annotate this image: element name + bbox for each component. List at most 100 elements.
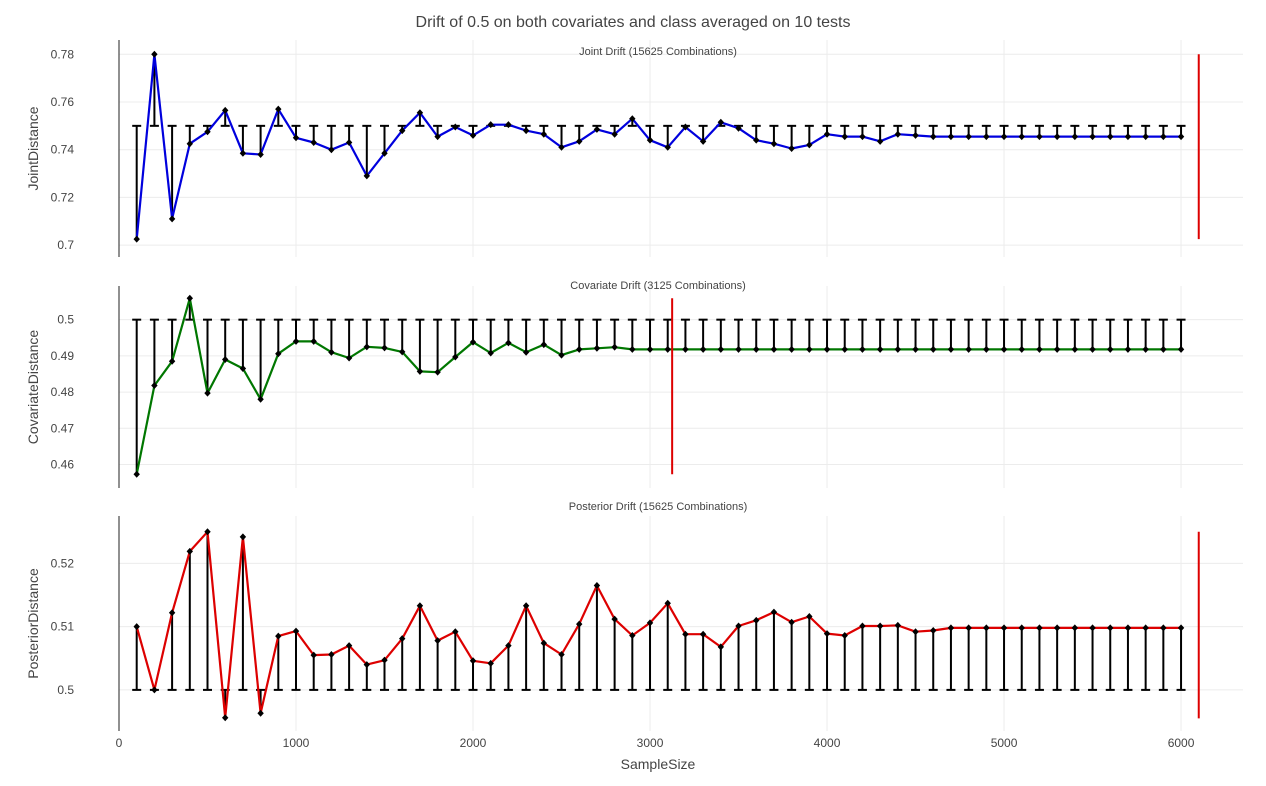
posterior-data-point bbox=[328, 650, 335, 658]
posterior-data-point bbox=[859, 622, 866, 630]
joint-data-point bbox=[876, 137, 884, 145]
joint-data-point bbox=[593, 125, 601, 133]
posterior-data-point bbox=[770, 608, 778, 616]
covariate-y-tick-label: 0.48 bbox=[51, 385, 75, 399]
posterior-data-point bbox=[894, 621, 902, 629]
covariate-data-point bbox=[257, 395, 264, 403]
posterior-data-point bbox=[522, 602, 530, 610]
joint-data-point bbox=[1142, 133, 1149, 141]
joint-data-point bbox=[1107, 133, 1114, 141]
posterior-data-point bbox=[735, 622, 742, 630]
joint-data-point bbox=[222, 106, 229, 114]
joint-data-point bbox=[328, 146, 335, 154]
posterior-data-point bbox=[629, 632, 636, 640]
joint-data-point bbox=[1089, 133, 1096, 141]
covariate-data-point bbox=[1036, 345, 1043, 353]
covariate-data-point bbox=[399, 348, 406, 356]
joint-data-point bbox=[894, 130, 902, 138]
joint-data-point bbox=[434, 133, 441, 141]
covariate-data-point bbox=[1071, 345, 1079, 353]
joint-y-tick-label: 0.74 bbox=[51, 143, 75, 157]
joint-data-point bbox=[823, 130, 831, 138]
posterior-data-point bbox=[151, 686, 158, 694]
covariate-data-point bbox=[593, 344, 601, 352]
posterior-data-point bbox=[1107, 624, 1114, 632]
joint-data-point bbox=[1036, 133, 1043, 141]
covariate-data-point bbox=[664, 345, 671, 353]
x-tick-label: 1000 bbox=[283, 736, 310, 750]
joint-data-point bbox=[770, 140, 778, 148]
posterior-data-point bbox=[452, 628, 459, 636]
covariate-data-point bbox=[770, 345, 778, 353]
posterior-data-point bbox=[487, 659, 494, 667]
joint-data-point bbox=[682, 123, 689, 131]
joint-data-point bbox=[859, 133, 866, 141]
covariate-series-line bbox=[135, 297, 1181, 475]
covariate-data-point bbox=[522, 348, 530, 356]
joint-data-point bbox=[452, 123, 459, 131]
x-tick-label: 6000 bbox=[1168, 736, 1195, 750]
covariate-data-point bbox=[186, 294, 194, 302]
covariate-data-point bbox=[292, 337, 300, 345]
covariate-data-point bbox=[806, 345, 813, 353]
joint-data-point bbox=[699, 137, 707, 145]
covariate-data-point bbox=[168, 357, 176, 365]
covariate-subtitle: Covariate Drift (3125 Combinations) bbox=[570, 280, 745, 292]
covariate-data-point bbox=[983, 345, 990, 353]
joint-data-point bbox=[1177, 133, 1185, 141]
joint-data-point bbox=[168, 215, 176, 223]
joint-data-point bbox=[151, 50, 158, 58]
covariate-data-point bbox=[646, 345, 654, 353]
covariate-data-point bbox=[239, 365, 247, 373]
posterior-data-point bbox=[912, 628, 919, 636]
joint-y-tick-label: 0.7 bbox=[57, 238, 74, 252]
panels-group: 0.7 0.72 0.74 0.76 0.78 Joint Drift (15625 Co… bbox=[25, 40, 1243, 750]
posterior-y-tick-label: 0.52 bbox=[51, 556, 75, 570]
joint-data-point bbox=[487, 121, 494, 129]
covariate-data-point bbox=[912, 345, 919, 353]
joint-data-point bbox=[469, 131, 477, 139]
joint-data-point bbox=[646, 136, 654, 144]
covariate-data-point bbox=[859, 345, 866, 353]
joint-data-point bbox=[1071, 133, 1079, 141]
posterior-data-point bbox=[876, 622, 884, 630]
posterior-data-point bbox=[558, 650, 565, 658]
posterior-y-tick-label: 0.5 bbox=[57, 683, 74, 697]
covariate-data-point bbox=[629, 345, 636, 353]
posterior-data-point bbox=[292, 627, 300, 635]
joint-y-tick-label: 0.78 bbox=[51, 47, 75, 61]
covariate-data-point bbox=[1160, 345, 1167, 353]
posterior-data-point bbox=[257, 709, 264, 717]
covariate-data-point bbox=[505, 339, 512, 347]
posterior-data-point bbox=[1177, 624, 1185, 632]
joint-data-point bbox=[186, 140, 194, 148]
posterior-data-point bbox=[505, 642, 512, 650]
x-tick-label: 2000 bbox=[460, 736, 487, 750]
posterior-data-point bbox=[965, 624, 972, 632]
posterior-data-point bbox=[788, 618, 795, 626]
covariate-data-point bbox=[452, 353, 459, 361]
joint-data-point bbox=[363, 172, 371, 180]
covariate-data-point bbox=[469, 338, 477, 346]
posterior-data-point bbox=[345, 642, 353, 650]
joint-data-point bbox=[983, 133, 990, 141]
covariate-data-point bbox=[328, 348, 335, 356]
covariate-data-point bbox=[1124, 345, 1132, 353]
posterior-data-point bbox=[593, 582, 601, 590]
posterior-data-point bbox=[611, 615, 618, 623]
joint-data-point bbox=[345, 139, 353, 147]
posterior-data-point bbox=[168, 609, 176, 617]
joint-data-point bbox=[965, 133, 972, 141]
posterior-data-point bbox=[1018, 624, 1025, 632]
joint-data-point bbox=[1018, 133, 1025, 141]
covariate-data-point bbox=[965, 345, 972, 353]
posterior-y-axis-label: PosteriorDistance bbox=[25, 568, 41, 679]
joint-data-point bbox=[416, 109, 424, 117]
joint-data-point bbox=[629, 115, 636, 123]
joint-data-point bbox=[717, 118, 725, 126]
covariate-data-point bbox=[275, 350, 282, 358]
posterior-data-point bbox=[1089, 624, 1096, 632]
covariate-data-point bbox=[947, 345, 955, 353]
posterior-panel: 0.5 0.51 0.52 Posterior Drift (15625 Combin… bbox=[25, 501, 1243, 750]
